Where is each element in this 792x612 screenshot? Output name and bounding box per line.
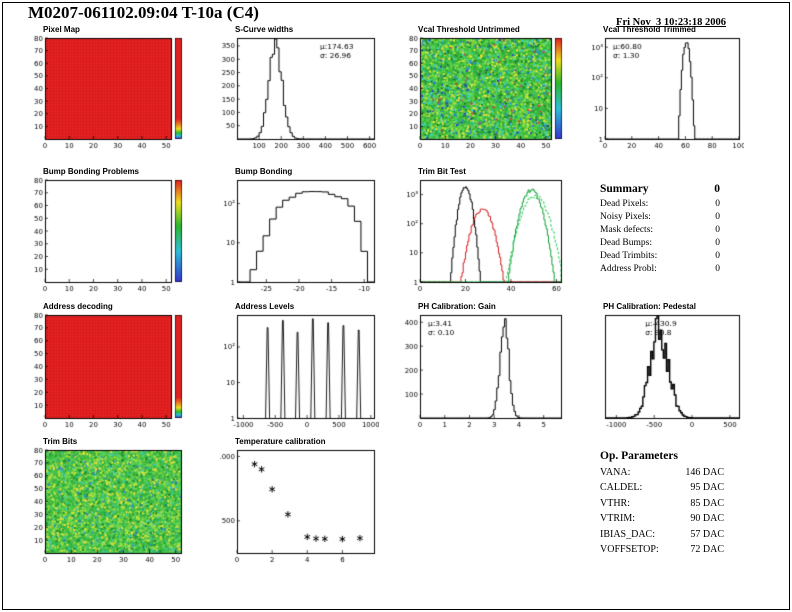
- summary-row-value: 0: [715, 238, 720, 248]
- op-parameter-label: VTRIM:: [600, 513, 635, 524]
- op-parameter-row: IBIAS_DAC: 57 DAC: [600, 529, 724, 540]
- plot-vcal-threshold-trimmed: Vcal Threshold Trimmed: [588, 25, 744, 151]
- op-parameter-label: VOFFSETOP:: [600, 544, 659, 555]
- plot-ph-calibration-pedestal: PH Calibration: Pedestal: [588, 302, 744, 430]
- summary-row: Address Probl: 0: [600, 264, 720, 274]
- op-parameter-label: VTHR:: [600, 497, 630, 509]
- plot-title: Address Levels: [235, 302, 295, 311]
- plot-title: Temperature calibration: [235, 437, 326, 446]
- s-curve-widths-canvas: [220, 35, 379, 151]
- plot-title: Address decoding: [43, 302, 113, 311]
- ph-calibration-pedestal-canvas: [588, 312, 744, 430]
- summary-row-value: 0: [715, 225, 720, 235]
- op-parameter-value: 72 DAC: [690, 544, 724, 555]
- op-parameter-row: VANA: 146 DAC: [600, 467, 724, 478]
- summary-row-label: Dead Pixels:: [600, 199, 649, 209]
- bump-bonding-canvas: [220, 177, 379, 294]
- plot-s-curve-widths: S-Curve widths: [220, 25, 379, 151]
- plot-temperature-calibration: Temperature calibration: [220, 437, 379, 565]
- summary-row: Mask defects: 0: [600, 225, 720, 235]
- vcal-threshold-trimmed-canvas: [588, 35, 744, 151]
- pixel-map-canvas: [28, 35, 186, 151]
- op-parameter-label: VANA:: [600, 466, 631, 478]
- summary-total: 0: [714, 183, 720, 195]
- summary-row: Dead Pixels: 0: [600, 199, 720, 209]
- trim-bit-test-canvas: [403, 177, 566, 294]
- summary-header: Summary 0: [600, 183, 720, 195]
- trim-bits-canvas: [28, 447, 186, 565]
- op-parameter-label: IBIAS_DAC:: [600, 528, 656, 540]
- plot-title: S-Curve widths: [235, 25, 294, 34]
- op-parameter-row: CALDEL: 95 DAC: [600, 482, 724, 493]
- plot-title: Bump Bonding: [235, 167, 293, 176]
- op-parameter-value: 85 DAC: [690, 497, 724, 509]
- op-parameters-panel: Op. Parameters VANA: 146 DAC CALDEL: 95 …: [600, 450, 724, 555]
- address-decoding-canvas: [28, 312, 186, 430]
- vcal-threshold-untrimmed-canvas: [403, 35, 566, 151]
- timestamp: Fri Nov 3 10:23:18 2006: [616, 17, 726, 28]
- summary-row-label: Mask defects:: [600, 225, 654, 235]
- summary-row-value: 0: [715, 251, 720, 261]
- plot-title: Bump Bonding Problems: [43, 167, 139, 176]
- plot-bump-bonding: Bump Bonding: [220, 167, 379, 294]
- plot-title: PH Calibration: Pedestal: [603, 302, 696, 311]
- summary-row-label: Address Probl:: [600, 264, 657, 274]
- plot-title: Pixel Map: [43, 25, 80, 34]
- plot-title: Trim Bits: [43, 437, 78, 446]
- summary-row: Dead Trimbits: 0: [600, 251, 720, 261]
- summary-title: Summary: [600, 183, 649, 195]
- summary-row: Noisy Pixels: 0: [600, 212, 720, 222]
- plot-pixel-map: Pixel Map: [28, 25, 186, 151]
- summary-row-label: Dead Bumps:: [600, 238, 652, 248]
- ph-calibration-gain-canvas: [403, 312, 566, 430]
- temperature-calibration-canvas: [220, 447, 379, 565]
- plot-address-decoding: Address decoding: [28, 302, 186, 430]
- address-levels-canvas: [220, 312, 379, 430]
- plot-title: Vcal Threshold Trimmed: [603, 25, 696, 34]
- plot-address-levels: Address Levels: [220, 302, 379, 430]
- plot-vcal-threshold-untrimmed: Vcal Threshold Untrimmed: [403, 25, 566, 151]
- op-parameter-label: CALDEL:: [600, 482, 643, 493]
- plot-ph-calibration-gain: PH Calibration: Gain: [403, 302, 566, 430]
- plot-trim-bit-test: Trim Bit Test: [403, 167, 566, 294]
- op-parameter-value: 57 DAC: [690, 528, 724, 540]
- summary-row: Dead Bumps: 0: [600, 238, 720, 248]
- op-parameter-value: 90 DAC: [690, 513, 724, 524]
- page-title: M0207-061102.09:04 T-10a (C4): [28, 3, 259, 22]
- summary-row-value: 0: [715, 212, 720, 222]
- plot-title: PH Calibration: Gain: [418, 302, 496, 311]
- op-parameter-row: VTHR: 85 DAC: [600, 498, 724, 509]
- op-parameters-title: Op. Parameters: [600, 450, 678, 462]
- summary-row-label: Noisy Pixels:: [600, 212, 651, 222]
- plot-bump-bonding-problems: Bump Bonding Problems: [28, 167, 186, 294]
- op-parameter-row: VOFFSETOP: 72 DAC: [600, 544, 724, 555]
- op-parameter-row: VTRIM: 90 DAC: [600, 513, 724, 524]
- summary-row-label: Dead Trimbits:: [600, 251, 658, 261]
- timestamp-wrap: Fri Nov 3 10:23:18 2006: [558, 12, 726, 30]
- summary-row-value: 0: [715, 264, 720, 274]
- op-parameter-value: 146 DAC: [685, 466, 724, 478]
- bump-bonding-problems-canvas: [28, 177, 186, 294]
- plot-trim-bits: Trim Bits: [28, 437, 186, 565]
- op-parameters-header: Op. Parameters: [600, 450, 724, 462]
- op-parameter-value: 95 DAC: [690, 482, 724, 493]
- summary-row-value: 0: [715, 199, 720, 209]
- summary-panel: Summary 0 Dead Pixels: 0 Noisy Pixels: 0…: [600, 183, 720, 274]
- plot-title: Trim Bit Test: [418, 167, 466, 176]
- plot-title: Vcal Threshold Untrimmed: [418, 25, 520, 34]
